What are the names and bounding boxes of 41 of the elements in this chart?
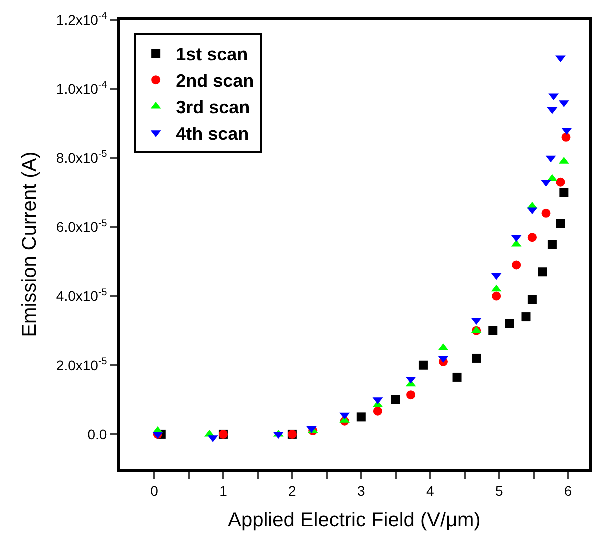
x-tick-label: 3 — [358, 482, 366, 499]
point — [488, 326, 498, 336]
point — [512, 260, 522, 270]
point — [373, 406, 382, 416]
point — [505, 319, 514, 328]
y-tick-label: 4.0x10$^{-5}$ — [56, 287, 108, 304]
x-axis-title: Applied Electric Field (V/μm) — [228, 509, 481, 532]
point — [356, 412, 366, 422]
x-tick-label: 0 — [150, 482, 159, 499]
point — [528, 295, 537, 304]
legend-label: 1st scan — [176, 44, 248, 65]
x-tick-label: 4 — [426, 482, 434, 499]
y-tick-label: 6.0x10$^{-5}$ — [56, 218, 108, 236]
x-tick-label: 5 — [495, 482, 504, 499]
point — [556, 178, 566, 187]
point — [542, 208, 551, 218]
point — [418, 360, 428, 370]
legend-label: 3rd scan — [176, 97, 250, 118]
y-axis-title: Emission Current (A) — [18, 152, 41, 338]
point — [391, 395, 400, 404]
point — [538, 268, 548, 277]
point — [562, 132, 571, 142]
x-tick-label: 1 — [220, 482, 228, 499]
legend-label: 2nd scan — [176, 71, 254, 92]
point — [560, 188, 569, 198]
point — [406, 390, 416, 400]
x-tick-label: 2 — [288, 482, 297, 499]
y-tick-label: 8.0x10$^{-5}$ — [56, 149, 108, 166]
y-tick-label: 0.0 — [88, 426, 108, 442]
point — [522, 312, 531, 322]
point — [548, 240, 557, 249]
point — [472, 354, 482, 363]
y-tick-label: 2.0x10$^{-5}$ — [56, 356, 108, 374]
y-tick-label: 1.2x10$^{-4}$ — [56, 11, 108, 28]
point — [556, 219, 566, 228]
legend-label: 4th scan — [176, 124, 250, 144]
point — [492, 292, 502, 301]
point — [528, 233, 537, 242]
x-tick-label: 6 — [564, 482, 572, 499]
point — [452, 372, 462, 382]
y-tick-label: 1.0x10$^{-4}$ — [56, 80, 108, 97]
